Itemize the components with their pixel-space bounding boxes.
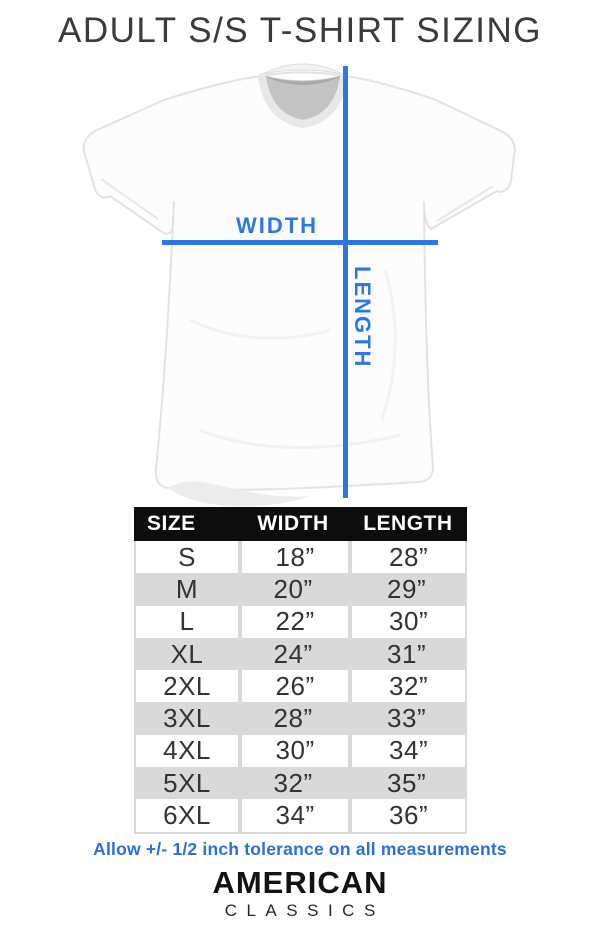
table-row: 2XL 26” 32” bbox=[136, 670, 465, 703]
length-cell: 35” bbox=[387, 767, 427, 798]
table-row: 3XL 28” 33” bbox=[136, 702, 465, 734]
width-cell: 30” bbox=[237, 734, 349, 768]
brand-logo: AMERICAN CLASSICS bbox=[0, 867, 600, 919]
length-label: LENGTH bbox=[350, 266, 375, 368]
length-cell: 33” bbox=[387, 703, 427, 734]
width-measure-line bbox=[162, 240, 438, 245]
wrinkle bbox=[199, 428, 401, 449]
width-cell: 26” bbox=[237, 670, 349, 703]
brand-secondary-text: CLASSICS bbox=[224, 901, 385, 920]
size-cell: 6XL bbox=[136, 799, 238, 832]
table-row: M 20” 29” bbox=[136, 573, 465, 605]
wrinkle bbox=[380, 269, 397, 421]
table-row: S 18” 28” bbox=[136, 541, 465, 574]
table-row: L 22” 30” bbox=[136, 605, 465, 638]
size-cell: XL bbox=[170, 638, 204, 669]
size-cell: L bbox=[136, 605, 238, 638]
table-row: 5XL 32” 35” bbox=[136, 767, 465, 799]
length-cell: 28” bbox=[348, 541, 465, 574]
collar-opening bbox=[262, 75, 344, 120]
size-cell: 3XL bbox=[163, 703, 211, 734]
length-measure-line bbox=[343, 66, 348, 498]
brand-primary-text: AMERICAN bbox=[212, 865, 388, 900]
width-cell: 20” bbox=[273, 573, 313, 604]
size-cell: 5XL bbox=[163, 767, 211, 798]
width-label: WIDTH bbox=[236, 213, 318, 238]
size-table-body: S 18” 28” M 20” 29” L 22” 30” XL 24” 31”… bbox=[134, 541, 467, 834]
width-cell: 18” bbox=[237, 541, 349, 574]
length-cell: 30” bbox=[348, 605, 465, 638]
length-cell: 36” bbox=[348, 799, 465, 832]
hem-fold bbox=[168, 481, 312, 507]
table-row: 6XL 34” 36” bbox=[136, 799, 465, 832]
width-cell: 34” bbox=[237, 799, 349, 832]
width-cell: 24” bbox=[273, 638, 313, 669]
size-table-header: SIZE WIDTH LENGTH bbox=[134, 507, 467, 541]
table-row: XL 24” 31” bbox=[136, 638, 465, 670]
width-cell: 32” bbox=[273, 767, 313, 798]
header-size: SIZE bbox=[147, 512, 196, 535]
right-cuff-seam bbox=[436, 185, 494, 222]
header-length: LENGTH bbox=[363, 512, 453, 535]
tolerance-note: Allow +/- 1/2 inch tolerance on all meas… bbox=[93, 839, 507, 859]
page-title: ADULT S/S T-SHIRT SIZING bbox=[58, 11, 542, 50]
width-cell: 28” bbox=[273, 703, 313, 734]
size-table: SIZE WIDTH LENGTH S 18” 28” M 20” 29” L … bbox=[134, 507, 467, 834]
left-cuff-seam bbox=[100, 178, 159, 220]
length-cell: 31” bbox=[387, 638, 427, 669]
length-cell: 29” bbox=[387, 573, 427, 604]
size-cell: 4XL bbox=[136, 734, 238, 768]
collar-inner-shadow bbox=[262, 75, 344, 85]
size-cell: M bbox=[175, 573, 199, 604]
width-cell: 22” bbox=[237, 605, 349, 638]
length-cell: 32” bbox=[348, 670, 465, 703]
header-width: WIDTH bbox=[257, 512, 329, 535]
size-cell: S bbox=[136, 541, 238, 574]
collar-band bbox=[258, 73, 348, 129]
table-row: 4XL 30” 34” bbox=[136, 734, 465, 768]
size-cell: 2XL bbox=[136, 670, 238, 703]
tshirt-body bbox=[82, 71, 516, 491]
length-cell: 34” bbox=[348, 734, 465, 768]
wrinkle bbox=[189, 318, 331, 340]
